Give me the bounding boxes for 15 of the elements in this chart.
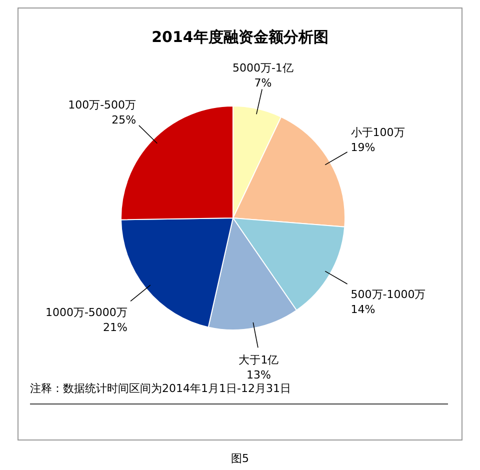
- data-label: 19%: [350, 141, 376, 154]
- slice-label: 小于100万: [350, 126, 405, 139]
- slice-label: 500万-1000万: [350, 288, 426, 301]
- slice-label: 100万-500万: [68, 98, 136, 112]
- data-label: 13%: [246, 368, 271, 382]
- slice-label: 1000万-5000万: [45, 306, 128, 319]
- text: 注释：数据统计时间区间为2014年1月1日-12月31日: [30, 382, 291, 395]
- chart-title: 2014年度融资金额分析图: [152, 28, 328, 46]
- data-label: 25%: [112, 114, 136, 127]
- data-label: 14%: [350, 303, 376, 316]
- data-label: 7%: [254, 76, 272, 90]
- caption: 图5: [231, 452, 249, 465]
- slice-label: 5000万-1亿: [232, 61, 294, 74]
- slice-label: 大于1亿: [238, 354, 279, 367]
- data-label: 21%: [102, 320, 128, 334]
